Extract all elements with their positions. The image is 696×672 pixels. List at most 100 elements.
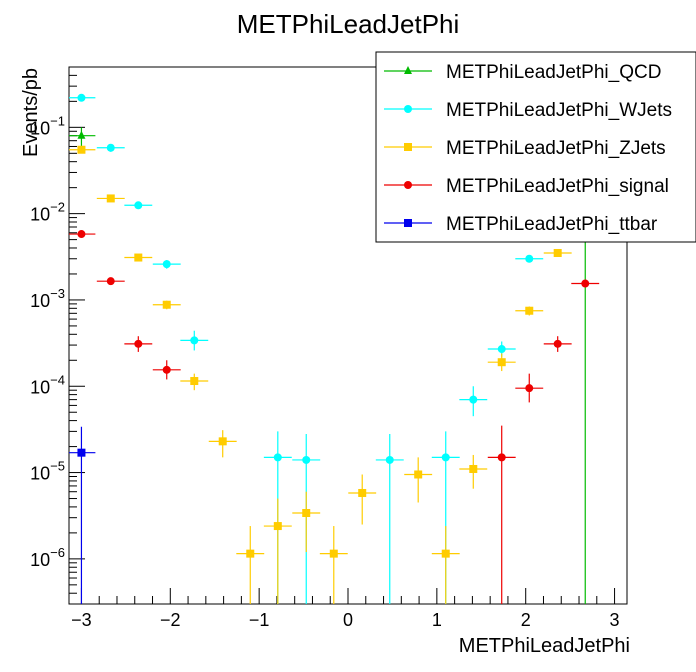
legend-label: METPhiLeadJetPhi_WJets [446,100,672,121]
x-tick-label: 2 [521,610,531,630]
data-point [459,386,488,417]
marker-circle [553,339,562,348]
marker-square [106,194,115,203]
marker-square [302,508,311,517]
legend-label: METPhiLeadJetPhi_ZJets [446,138,666,159]
legend: METPhiLeadJetPhi_QCD METPhiLeadJetPhi_WJe… [375,51,696,243]
legend-entry: METPhiLeadJetPhi_signal [384,176,669,197]
legend-entry: METPhiLeadJetPhi_QCD [384,62,661,83]
data-point [292,491,321,553]
data-point [180,373,209,391]
marker-square [553,248,562,257]
x-tick-label: 3 [610,610,620,630]
marker-circle [469,395,478,404]
data-point [515,306,544,316]
marker-square [134,253,143,262]
x-tick-label: −1 [249,610,270,630]
legend-entry: METPhiLeadJetPhi_WJets [384,100,672,121]
marker-circle [302,455,311,464]
legend-label: METPhiLeadJetPhi_ttbar [446,214,658,235]
data-point [69,426,96,604]
marker-triangle [404,66,412,74]
data-point [487,341,516,357]
marker-square [218,437,227,446]
data-point [69,93,96,102]
y-tick-label: 10−3 [30,286,65,311]
data-points [69,93,600,604]
marker-circle [162,260,171,269]
legend-entry: METPhiLeadJetPhi_ZJets [384,138,666,159]
data-point [571,279,600,288]
marker-circle [497,345,506,354]
marker-square [77,448,86,457]
data-point [96,194,125,203]
legend-label: METPhiLeadJetPhi_signal [446,176,669,197]
data-point [208,430,237,458]
series-METPhiLeadJetPhi_ttbar [69,426,96,604]
marker-square [358,488,367,497]
marker-circle [497,453,506,462]
data-point [375,433,404,604]
y-tick-label: 10−5 [30,459,65,484]
marker-circle [106,277,115,286]
marker-circle [134,201,143,210]
data-point [431,526,460,604]
data-point [515,254,544,263]
marker-circle [404,181,412,189]
data-point [96,143,125,152]
data-point [152,260,181,269]
data-point [236,526,265,604]
marker-square [190,377,199,386]
marker-circle [273,453,282,462]
data-point [124,201,153,210]
marker-circle [162,365,171,374]
y-axis-label: Events/pb [20,68,42,157]
x-tick-label: 0 [343,610,353,630]
marker-circle [525,384,534,393]
legend-label: METPhiLeadJetPhi_QCD [446,62,661,83]
marker-square [162,300,171,309]
data-point [152,360,181,380]
data-point [152,300,181,310]
data-point [543,336,572,352]
marker-circle [441,453,450,462]
data-point [319,526,348,604]
marker-square [329,549,338,558]
marker-circle [77,230,86,239]
data-point [69,145,96,154]
marker-square [469,464,478,473]
marker-circle [404,105,412,113]
x-tick-label: −3 [71,610,92,630]
chart-title: METPhiLeadJetPhi [237,9,460,39]
marker-square [404,219,412,227]
data-point [404,457,433,503]
data-point [459,454,488,489]
data-point [124,253,153,262]
data-point [487,425,516,604]
x-tick-label: 1 [432,610,442,630]
marker-circle [106,143,115,152]
marker-square [525,306,534,315]
marker-square [273,522,282,531]
marker-square [246,549,255,558]
series-METPhiLeadJetPhi_ZJets [69,145,572,604]
marker-square [441,549,450,558]
data-point [515,373,544,403]
data-point [263,498,292,604]
y-tick-label: 10−1 [30,113,65,138]
marker-circle [385,455,394,464]
y-tick-label: 10−4 [30,372,65,397]
legend-entry: METPhiLeadJetPhi_ttbar [384,214,658,235]
marker-circle [581,279,590,288]
y-tick-label: 10−6 [30,545,65,570]
x-axis-label: METPhiLeadJetPhi [459,635,630,657]
data-point [124,336,153,352]
data-point [96,277,125,286]
marker-square [414,470,423,479]
data-point [543,248,572,257]
marker-circle [190,336,199,345]
data-point [69,230,96,239]
data-point [487,353,516,372]
marker-square [497,358,506,367]
